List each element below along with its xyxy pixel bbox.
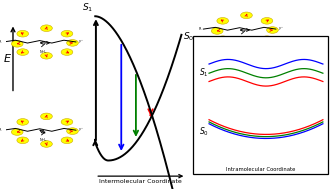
- Circle shape: [17, 30, 28, 37]
- Circle shape: [211, 28, 223, 34]
- Text: NH$_2$: NH$_2$: [39, 48, 47, 56]
- Text: Intermolecular Coordinate: Intermolecular Coordinate: [99, 179, 182, 184]
- Text: $S_1$: $S_1$: [199, 67, 209, 79]
- Circle shape: [67, 40, 78, 46]
- Text: R: R: [199, 27, 202, 31]
- Text: $S_0$: $S_0$: [183, 30, 194, 43]
- Text: $\gamma^+$: $\gamma^+$: [278, 25, 284, 33]
- Text: $\gamma^+$: $\gamma^+$: [78, 37, 84, 46]
- Circle shape: [61, 119, 73, 125]
- Text: $S_1$: $S_1$: [82, 2, 94, 14]
- Circle shape: [266, 27, 278, 33]
- Circle shape: [17, 49, 28, 55]
- Circle shape: [41, 53, 52, 59]
- Circle shape: [41, 25, 52, 32]
- Text: R: R: [0, 40, 2, 44]
- Circle shape: [261, 18, 273, 24]
- Circle shape: [11, 129, 23, 135]
- Circle shape: [261, 36, 273, 43]
- Circle shape: [61, 49, 73, 55]
- Circle shape: [67, 128, 78, 134]
- Circle shape: [241, 40, 252, 46]
- Text: $S_0$: $S_0$: [199, 126, 209, 139]
- Circle shape: [17, 119, 28, 125]
- Text: Intramolecular Coordinate: Intramolecular Coordinate: [226, 167, 295, 172]
- Text: NH$_2$: NH$_2$: [39, 137, 47, 144]
- Text: E: E: [4, 53, 11, 64]
- Circle shape: [41, 141, 52, 147]
- Circle shape: [217, 36, 229, 43]
- Text: R: R: [0, 128, 2, 132]
- Circle shape: [217, 18, 229, 24]
- Text: $\gamma^+$: $\gamma^+$: [78, 125, 84, 134]
- Text: NH$_2$: NH$_2$: [239, 36, 248, 43]
- Circle shape: [11, 40, 23, 47]
- Circle shape: [17, 137, 28, 144]
- Circle shape: [61, 137, 73, 144]
- Circle shape: [41, 113, 52, 120]
- Circle shape: [61, 30, 73, 37]
- Circle shape: [241, 12, 252, 19]
- Bar: [193, 36, 328, 174]
